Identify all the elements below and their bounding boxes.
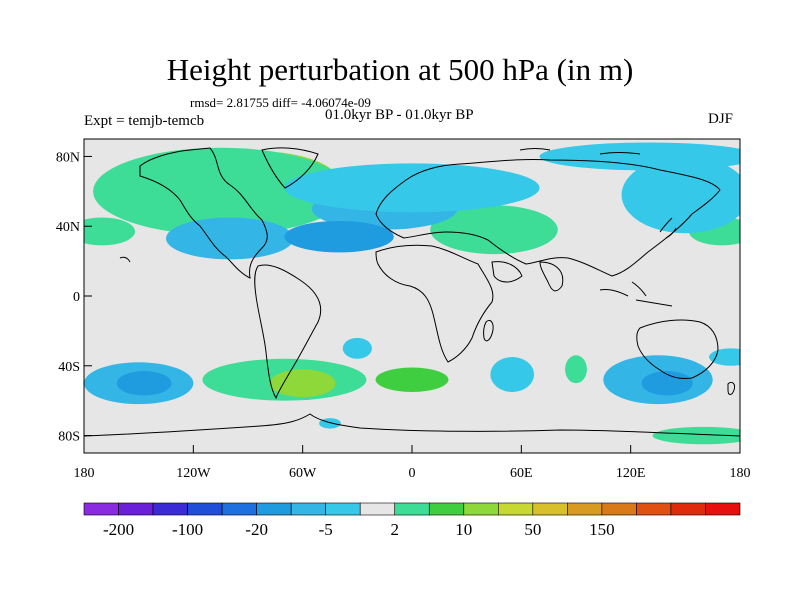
anomaly-region-19 — [641, 371, 693, 396]
colorbar-swatch — [601, 502, 637, 516]
colorbar-swatch — [394, 502, 430, 516]
x-axis: 180 120W 60W 0 60E 120E 180 — [74, 445, 751, 481]
anomaly-region-23 — [319, 418, 341, 429]
colorbar-swatch — [290, 502, 326, 516]
x-tick-label: 180 — [730, 466, 751, 481]
coastline-south-america — [254, 264, 322, 400]
colorbar-swatch — [118, 502, 154, 516]
x-tick-label: 0 — [409, 466, 416, 481]
colorbar-swatch — [152, 502, 188, 516]
anomaly-region-13 — [284, 220, 394, 253]
coastlines — [84, 147, 740, 437]
x-tick-label: 180 — [74, 466, 95, 481]
y-tick-label: 40S — [58, 360, 80, 375]
colorbar-label: -5 — [319, 520, 333, 539]
anomaly-region-2 — [430, 205, 558, 255]
coastline-arabia-india — [491, 261, 564, 292]
y-tick-label: 40N — [56, 220, 80, 235]
coastline-new-zealand — [727, 381, 735, 395]
x-tick-label: 60E — [510, 466, 533, 481]
x-tick-label: 60W — [289, 466, 317, 481]
anomaly-region-9 — [652, 426, 740, 445]
colorbar-label: 150 — [589, 520, 615, 539]
coastline-africa — [375, 244, 494, 363]
colorbar-swatch — [221, 502, 257, 516]
anomaly-region-17 — [116, 371, 172, 396]
x-tick-label: 120E — [616, 466, 646, 481]
anomaly-region-22 — [709, 348, 740, 366]
y-tick-label: 0 — [73, 290, 80, 305]
anomaly-region-15 — [539, 142, 740, 171]
stats-subtitle: rmsd= 2.81755 diff= -4.06074e-09 — [190, 95, 371, 110]
anomaly-region-20 — [490, 357, 535, 392]
y-tick-label: 80S — [58, 430, 80, 445]
colorbar-swatch — [187, 502, 223, 516]
coastline-madagascar — [483, 319, 494, 342]
anomaly-region-12 — [166, 217, 294, 260]
coastline-greenland — [261, 147, 319, 189]
colorbar-swatch — [498, 502, 534, 516]
colorbar-label: -100 — [172, 520, 203, 539]
coastline-maritime-asia — [599, 281, 673, 307]
colorbar-swatch — [463, 502, 499, 516]
colorbar-label: -20 — [245, 520, 268, 539]
colorbar-swatch — [670, 502, 706, 516]
colorbar-swatch — [83, 502, 119, 516]
colorbar-swatch — [567, 502, 603, 516]
colorbar-label: 10 — [455, 520, 472, 539]
anomaly-region-1 — [93, 147, 349, 235]
anomaly-region-21 — [342, 337, 372, 359]
colorbar-swatch — [359, 502, 396, 516]
anomaly-region-3 — [84, 217, 136, 246]
y-tick-label: 80N — [56, 150, 80, 165]
colorbar-swatch — [532, 502, 568, 516]
colorbar-label: -200 — [103, 520, 134, 539]
coastline-arctic-islands — [119, 148, 641, 263]
colorbar-swatch — [636, 502, 672, 516]
period-subtitle: 01.0kyr BP - 01.0kyr BP — [325, 107, 474, 123]
colorbar-swatch — [428, 502, 465, 516]
coastline-japan — [659, 217, 677, 239]
x-tick-label: 120W — [176, 466, 211, 481]
plot-title: Height perturbation at 500 hPa (in m) — [166, 52, 634, 87]
anomaly-region-14 — [621, 156, 740, 234]
colorbar: -200 -100 -20 -5 2 10 50 150 — [83, 502, 741, 539]
colorbar-swatch — [256, 502, 292, 516]
season-label: DJF — [708, 111, 734, 127]
colorbar-swatch — [325, 502, 361, 516]
coastline-antarctica — [84, 413, 740, 437]
anomaly-region-11 — [284, 163, 540, 213]
colorbar-label: 2 — [390, 520, 399, 539]
colorbar-label: 50 — [524, 520, 541, 539]
coastline-australia — [636, 319, 719, 379]
experiment-label: Expt = temjb-temcb — [84, 113, 205, 129]
colorbar-swatch — [705, 502, 741, 516]
coastline-eurasia — [375, 158, 721, 277]
anomaly-region-6 — [269, 369, 336, 398]
anomaly-region-8 — [565, 355, 587, 384]
y-axis: 80N 40N 0 40S 80S — [56, 150, 92, 445]
anomaly-fields — [84, 142, 740, 445]
coastline-north-america — [139, 147, 268, 279]
anomaly-region-7 — [375, 367, 449, 392]
